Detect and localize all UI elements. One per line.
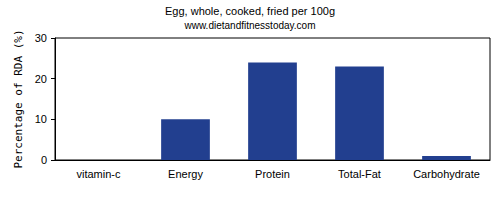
svg-text:Egg, whole, cooked, fried per: Egg, whole, cooked, fried per 100g bbox=[165, 5, 335, 17]
svg-text:30: 30 bbox=[35, 32, 47, 44]
svg-text:Energy: Energy bbox=[168, 168, 203, 180]
svg-text:20: 20 bbox=[35, 73, 47, 85]
svg-text:www.dietandfitnesstoday.com: www.dietandfitnesstoday.com bbox=[184, 20, 316, 31]
svg-text:Percentage of RDA (%): Percentage of RDA (%) bbox=[12, 29, 25, 168]
svg-text:Protein: Protein bbox=[255, 168, 290, 180]
svg-text:Carbohydrate: Carbohydrate bbox=[413, 168, 480, 180]
svg-text:0: 0 bbox=[41, 154, 47, 166]
svg-text:Total-Fat: Total-Fat bbox=[338, 168, 381, 180]
svg-text:vitamin-c: vitamin-c bbox=[76, 168, 121, 180]
svg-text:10: 10 bbox=[35, 113, 47, 125]
